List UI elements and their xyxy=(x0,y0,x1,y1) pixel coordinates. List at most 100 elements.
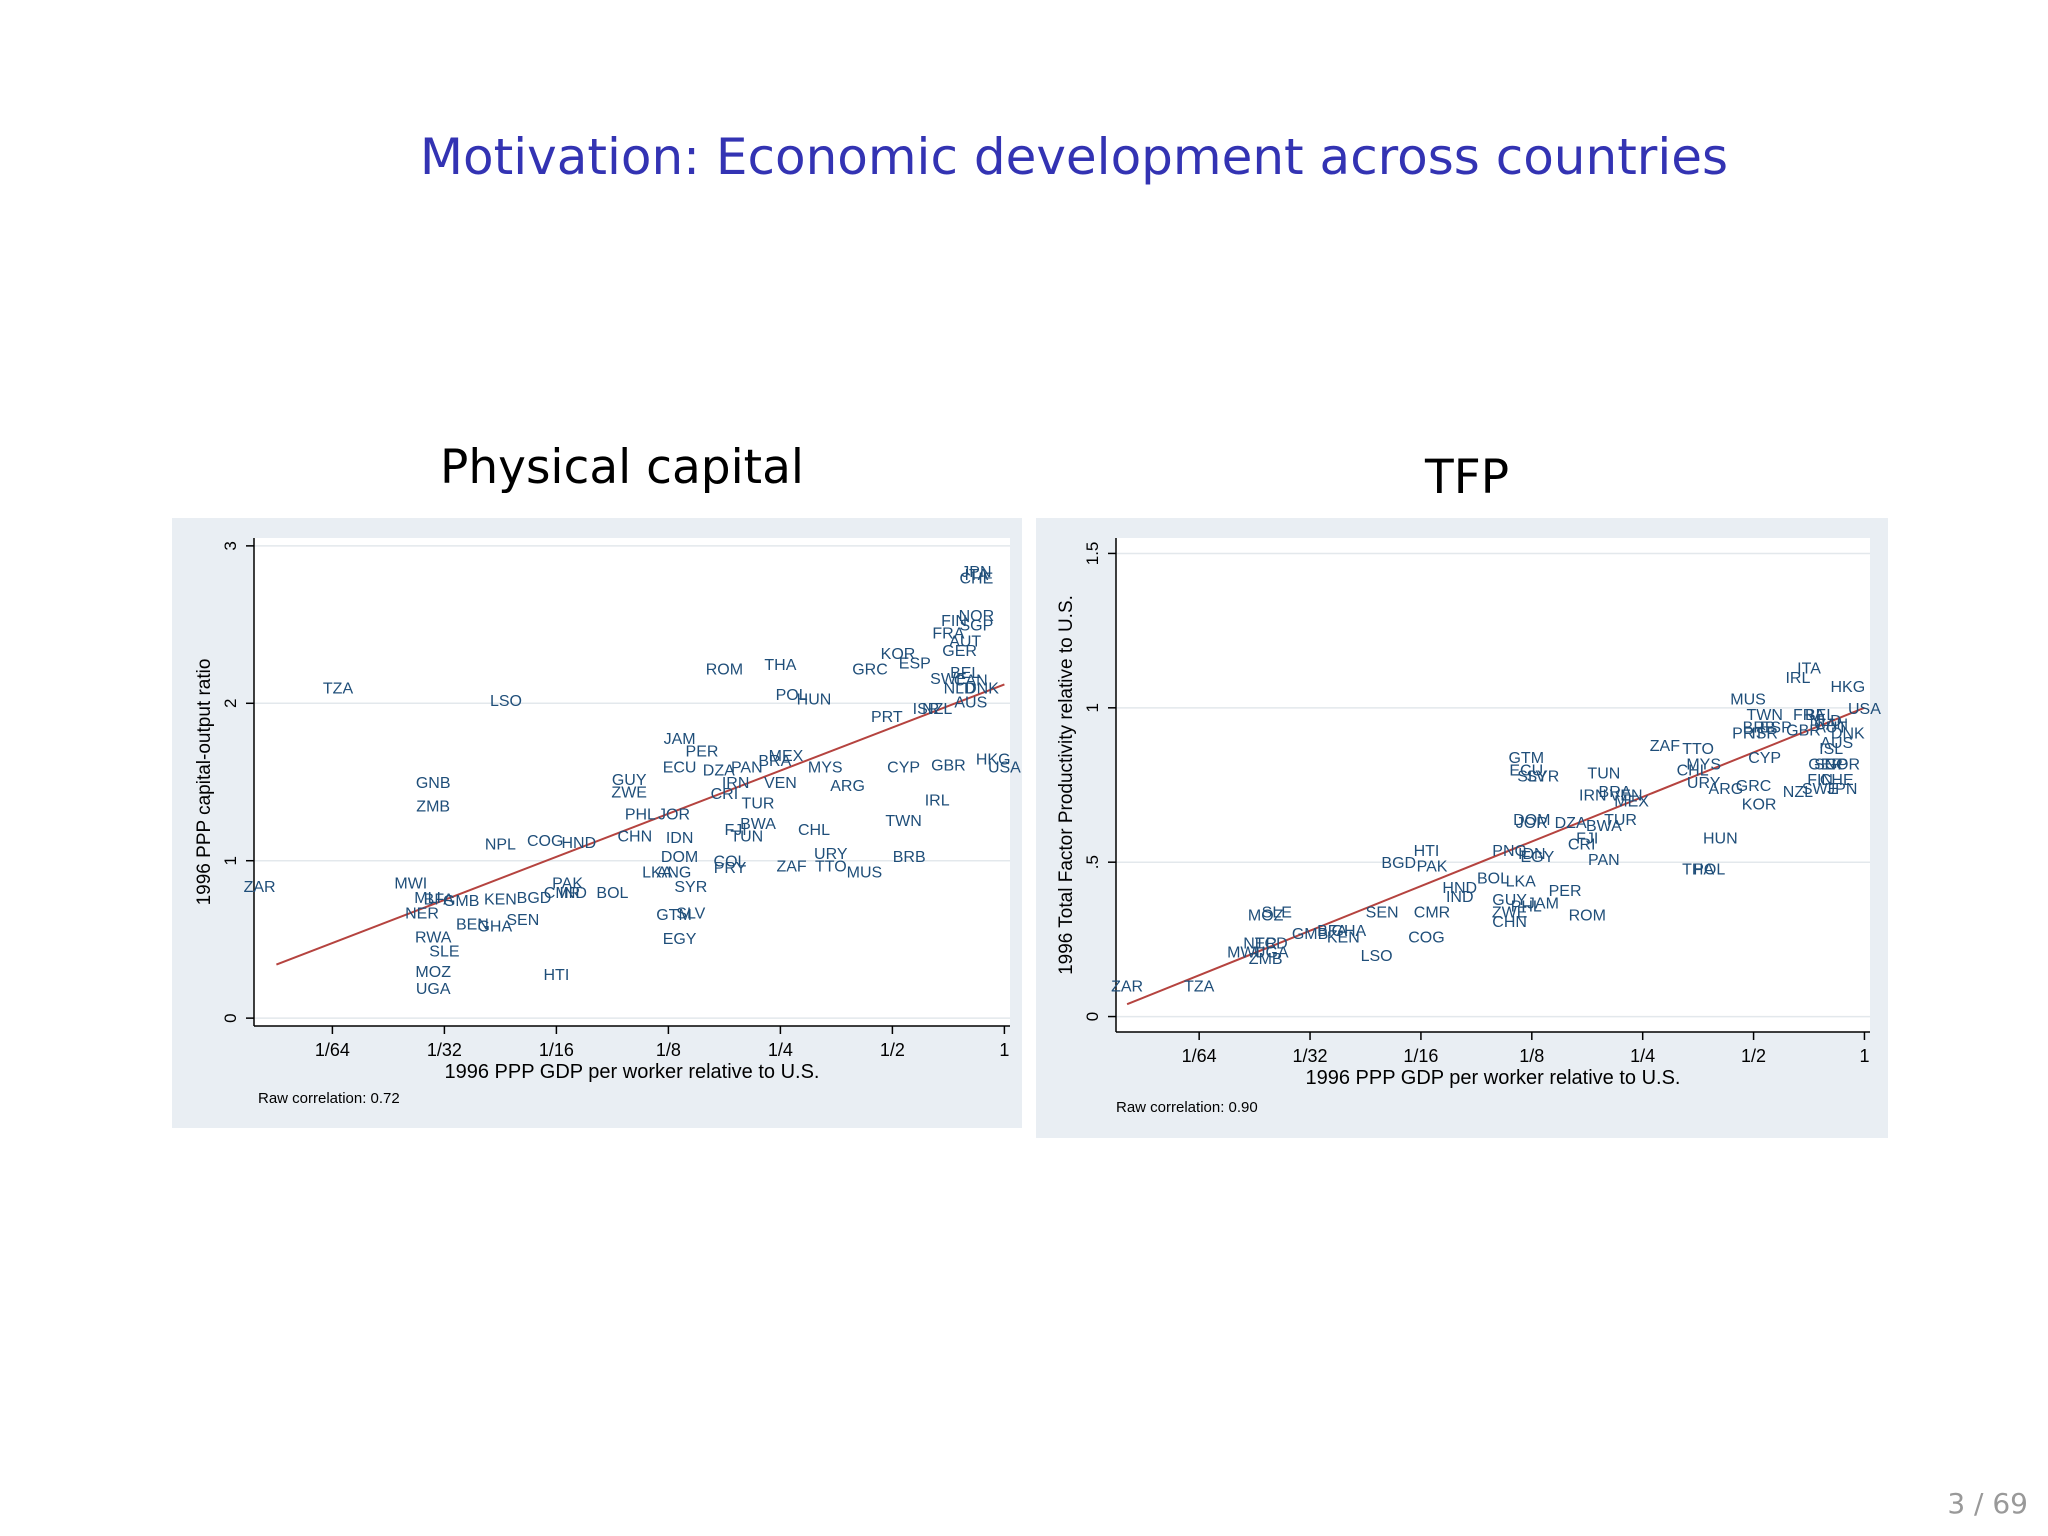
left-point-uga: UGA xyxy=(416,981,451,998)
right-point-cyp: CYP xyxy=(1748,750,1781,767)
right-xtick-label: 1/2 xyxy=(1741,1046,1766,1066)
left-point-nzl: NZL xyxy=(922,701,952,718)
right-point-mys: MYS xyxy=(1686,756,1721,773)
right-point-can: CAN xyxy=(1814,716,1848,733)
right-point-hnd: HND xyxy=(1442,880,1477,897)
right-point-zmb: ZMB xyxy=(1249,951,1283,968)
left-point-nld: NLD xyxy=(944,681,976,698)
right-point-che: CHE xyxy=(1820,772,1854,789)
chart-tfp: 0.5 1 1.5 1/64 1/32 1/16 1/8 1/4 1/2 1 ZAR TZA MOZ SL… xyxy=(1036,518,1888,1138)
left-point-egy: EGY xyxy=(663,931,697,948)
right-point-tcd: TCD xyxy=(1255,935,1288,952)
left-plot-area xyxy=(254,538,1010,1026)
right-point-sgp: SGP xyxy=(1814,756,1848,773)
left-point-zar: ZAR xyxy=(244,879,276,896)
right-point-png: PNG xyxy=(1492,843,1527,860)
right-point-idn: IDN xyxy=(1518,846,1546,863)
right-point-chl: CHL xyxy=(1677,763,1709,780)
left-point-isr: ISR xyxy=(913,701,940,718)
left-correlation-note: Raw correlation: 0.72 xyxy=(258,1090,400,1107)
right-ytick-label: .5 xyxy=(1083,855,1102,869)
right-point-moz: MOZ xyxy=(1248,908,1284,925)
left-point-arg: ARG xyxy=(830,778,865,795)
left-point-swe: SWE xyxy=(930,671,966,688)
right-fit-line xyxy=(1126,706,1865,1006)
right-point-rom: ROM xyxy=(1569,908,1606,925)
left-point-slv: SLV xyxy=(676,906,705,923)
left-point-hti: HTI xyxy=(544,967,570,984)
right-correlation-note: Raw correlation: 0.90 xyxy=(1116,1099,1258,1116)
right-point-slv: SLV xyxy=(1517,769,1546,786)
left-point-rwa: RWA xyxy=(415,929,452,946)
left-xtick-label: 1/32 xyxy=(427,1040,462,1060)
right-point-bol: BOL xyxy=(1477,871,1509,888)
right-point-pan: PAN xyxy=(1588,852,1620,869)
left-point-cri: CRI xyxy=(711,786,739,803)
left-point-prt: PRT xyxy=(871,709,903,726)
left-point-ita: ITA xyxy=(965,567,989,584)
right-point-twn: TWN xyxy=(1746,707,1782,724)
left-fit-line xyxy=(276,683,1005,966)
right-point-isr: ISR xyxy=(1751,726,1778,743)
left-point-chn: CHN xyxy=(617,829,652,846)
right-xtick-label: 1/4 xyxy=(1630,1046,1655,1066)
left-point-dnk: DNK xyxy=(965,681,999,698)
right-point-sen: SEN xyxy=(1366,905,1399,922)
left-xtick-label: 1 xyxy=(999,1040,1009,1060)
right-point-tza: TZA xyxy=(1184,979,1215,996)
right-point-nzl: NZL xyxy=(1783,784,1813,801)
chart-physical-capital: 0 1 2 3 1/64 1/32 1/16 1/8 1/4 1/2 1 ZAR TZA LSO GNB ZM… xyxy=(172,518,1022,1128)
left-point-lka: LKA xyxy=(642,865,673,882)
right-point-aus: AUS xyxy=(1820,735,1853,752)
left-point-mus: MUS xyxy=(847,865,883,882)
left-point-col: COL xyxy=(714,854,747,871)
panel-title-physical-capital: Physical capital xyxy=(440,440,804,495)
left-point-per: PER xyxy=(686,744,719,761)
left-point-ben: BEN xyxy=(456,917,489,934)
right-point-gmb: GMB xyxy=(1292,926,1328,943)
right-point-jor: JOR xyxy=(1516,815,1548,832)
right-point-bgd: BGD xyxy=(1381,855,1416,872)
right-point-dza: DZA xyxy=(1555,815,1587,832)
right-xtick-label: 1/16 xyxy=(1403,1046,1438,1066)
right-point-arg: ARG xyxy=(1709,781,1744,798)
left-point-gmb: GMB xyxy=(443,893,479,910)
right-point-irl: IRL xyxy=(1785,670,1810,687)
left-ytick-label: 1 xyxy=(221,856,240,865)
right-xtick-label: 1/64 xyxy=(1182,1046,1217,1066)
right-point-tha: THA xyxy=(1682,861,1714,878)
left-point-sgp: SGP xyxy=(960,618,994,635)
left-point-dza: DZA xyxy=(703,762,735,779)
left-point-zaf: ZAF xyxy=(776,858,806,875)
left-point-hnd: HND xyxy=(561,835,596,852)
right-ytick-label: 0 xyxy=(1083,1012,1102,1021)
left-point-mys: MYS xyxy=(808,759,843,776)
left-point-ger: GER xyxy=(942,643,977,660)
left-point-moz: MOZ xyxy=(415,964,451,981)
left-point-jam: JAM xyxy=(664,731,696,748)
right-point-guy: GUY xyxy=(1492,892,1527,909)
left-point-pan: PAN xyxy=(731,759,763,776)
left-ytick-label: 2 xyxy=(221,699,240,708)
left-xtick-label: 1/2 xyxy=(880,1040,905,1060)
right-point-aut: AUT xyxy=(1815,719,1847,736)
right-point-tto: TTO xyxy=(1682,741,1714,758)
left-point-idn: IDN xyxy=(666,830,694,847)
right-point-ger: GER xyxy=(1808,756,1843,773)
left-point-irn: IRN xyxy=(722,775,750,792)
left-point-gtm: GTM xyxy=(656,907,692,924)
right-point-mus: MUS xyxy=(1730,692,1766,709)
right-point-per: PER xyxy=(1549,883,1582,900)
right-point-usa: USA xyxy=(1848,701,1881,718)
right-xtick-label: 1/32 xyxy=(1293,1046,1328,1066)
left-point-bol: BOL xyxy=(596,885,628,902)
left-xtick-label: 1/8 xyxy=(656,1040,681,1060)
right-point-zar: ZAR xyxy=(1111,979,1143,996)
right-point-zwe: ZWE xyxy=(1492,905,1528,922)
left-point-chl: CHL xyxy=(798,822,830,839)
left-point-mex: MEX xyxy=(769,748,804,765)
left-point-pry: PRY xyxy=(714,860,747,877)
left-point-guy: GUY xyxy=(612,772,647,789)
left-point-cog: COG xyxy=(527,833,563,850)
right-point-kor: KOR xyxy=(1742,797,1777,814)
